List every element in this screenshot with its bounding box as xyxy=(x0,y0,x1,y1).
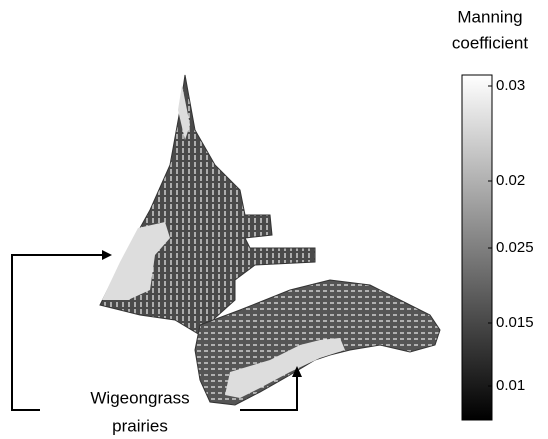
colorbar-title: coefficient xyxy=(452,33,529,52)
annotation-label: prairies xyxy=(112,416,168,435)
colorbar-tick-label: 0.01 xyxy=(496,377,525,394)
colorbar-title: Manning xyxy=(457,7,522,26)
colorbar-tick-label: 0.015 xyxy=(496,314,534,331)
arrow-head xyxy=(292,366,302,377)
colorbar xyxy=(461,74,493,421)
colorbar-tick-label: 0.03 xyxy=(496,77,525,94)
annotation-label: Wigeongrass xyxy=(90,388,189,407)
flow-map xyxy=(99,74,441,406)
annotation-arrows xyxy=(11,254,298,411)
colorbar-tick-label: 0.02 xyxy=(496,172,525,189)
arrow-head xyxy=(102,250,112,260)
colorbar-tick-label: 0.025 xyxy=(496,239,534,256)
